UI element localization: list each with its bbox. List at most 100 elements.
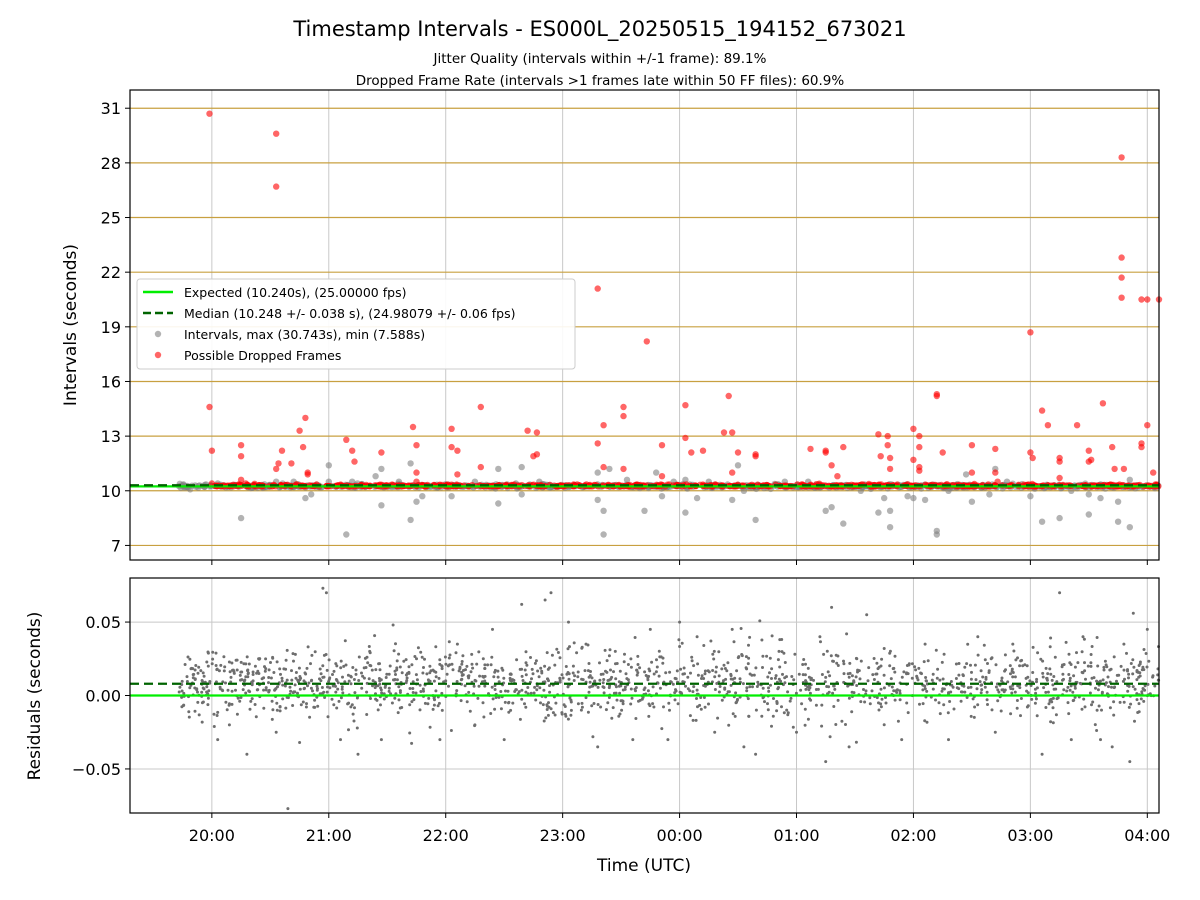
- residual-point: [468, 709, 472, 713]
- residual-point: [720, 667, 724, 671]
- residual-point: [524, 690, 528, 694]
- dropped-frame-point: [378, 449, 385, 456]
- residual-point: [187, 715, 191, 719]
- residual-point: [483, 674, 487, 678]
- residual-point: [1045, 678, 1049, 682]
- residual-point: [470, 652, 474, 656]
- residual-point: [326, 685, 329, 689]
- residual-point: [765, 654, 769, 658]
- residual-point: [754, 752, 758, 756]
- residual-point: [652, 672, 656, 676]
- residual-point: [567, 620, 570, 624]
- residual-point: [782, 651, 786, 655]
- intervals-ytick-label-8: 31: [101, 99, 121, 118]
- residual-point: [1044, 690, 1048, 694]
- residual-point: [397, 685, 401, 689]
- residual-point: [1011, 687, 1015, 691]
- residual-point: [499, 707, 503, 711]
- residual-point: [230, 702, 234, 706]
- residual-point: [1048, 667, 1052, 671]
- residual-point: [660, 727, 664, 731]
- residual-point: [606, 679, 610, 682]
- residual-point: [263, 665, 266, 669]
- dropped-frame-point: [206, 110, 213, 117]
- residual-point: [398, 665, 402, 669]
- residual-point: [1137, 710, 1141, 714]
- residual-point: [636, 671, 640, 675]
- residual-point: [183, 663, 187, 666]
- interval-point: [623, 476, 631, 483]
- residual-point: [1102, 665, 1106, 669]
- residual-point: [734, 691, 738, 695]
- residual-point: [870, 689, 874, 693]
- residual-point: [646, 678, 650, 682]
- residual-point: [1118, 700, 1122, 704]
- residual-point: [231, 668, 235, 672]
- residual-point: [280, 676, 284, 680]
- residual-point: [419, 650, 423, 654]
- residual-point: [269, 676, 273, 680]
- residual-point: [636, 654, 640, 658]
- residual-point: [1093, 723, 1097, 727]
- residual-point: [605, 670, 609, 674]
- figure-title: Timestamp Intervals - ES000L_20250515_19…: [292, 17, 906, 42]
- residual-point: [747, 714, 751, 718]
- residual-point: [1126, 689, 1130, 693]
- residual-point: [745, 689, 749, 693]
- residual-point: [1035, 686, 1039, 690]
- residual-point: [542, 719, 546, 723]
- interval-point: [378, 465, 385, 473]
- residual-point: [370, 668, 374, 672]
- residual-point: [730, 627, 734, 631]
- residual-point: [1053, 655, 1057, 659]
- residual-point: [369, 697, 372, 700]
- residual-point: [324, 591, 328, 595]
- residual-point: [748, 685, 752, 689]
- interval-point: [828, 504, 835, 511]
- residual-point: [180, 679, 184, 683]
- residual-point: [560, 712, 564, 716]
- residual-point: [347, 728, 350, 732]
- residual-point: [201, 671, 205, 675]
- residual-point: [408, 731, 412, 735]
- residual-point: [966, 642, 970, 646]
- residual-point: [1127, 672, 1131, 676]
- residual-point: [540, 669, 544, 673]
- residual-point: [400, 671, 404, 675]
- residual-point: [599, 672, 603, 676]
- residual-point: [285, 695, 289, 699]
- residual-point: [367, 677, 371, 681]
- residual-point: [651, 702, 655, 706]
- residual-point: [770, 677, 773, 680]
- dropped-frame-point: [620, 465, 627, 473]
- residual-point: [979, 669, 983, 673]
- time-xtick-label-2: 22:00: [423, 826, 469, 845]
- residual-point: [965, 662, 969, 666]
- residual-point: [384, 676, 388, 679]
- residual-point: [775, 700, 779, 703]
- residual-point: [339, 666, 343, 670]
- interval-point: [986, 491, 993, 498]
- residual-point: [797, 672, 801, 676]
- residual-point: [1140, 690, 1144, 694]
- residual-point: [770, 634, 774, 638]
- residual-point: [1044, 706, 1048, 709]
- residual-point: [201, 700, 205, 704]
- residual-point: [426, 702, 430, 706]
- residual-point: [459, 699, 463, 703]
- residual-point: [290, 678, 294, 682]
- intervals-grid: [130, 90, 1159, 560]
- residual-point: [422, 666, 425, 669]
- residual-point: [524, 705, 528, 709]
- interval-point: [372, 473, 379, 480]
- residual-point: [847, 675, 851, 679]
- residual-point: [419, 690, 423, 693]
- residual-point: [976, 703, 980, 707]
- residual-point: [217, 669, 221, 673]
- residual-point: [440, 667, 444, 671]
- interval-point: [641, 507, 648, 514]
- interval-point: [1126, 476, 1134, 483]
- residual-point: [905, 701, 909, 705]
- residual-point: [537, 675, 541, 679]
- residual-point: [538, 686, 542, 690]
